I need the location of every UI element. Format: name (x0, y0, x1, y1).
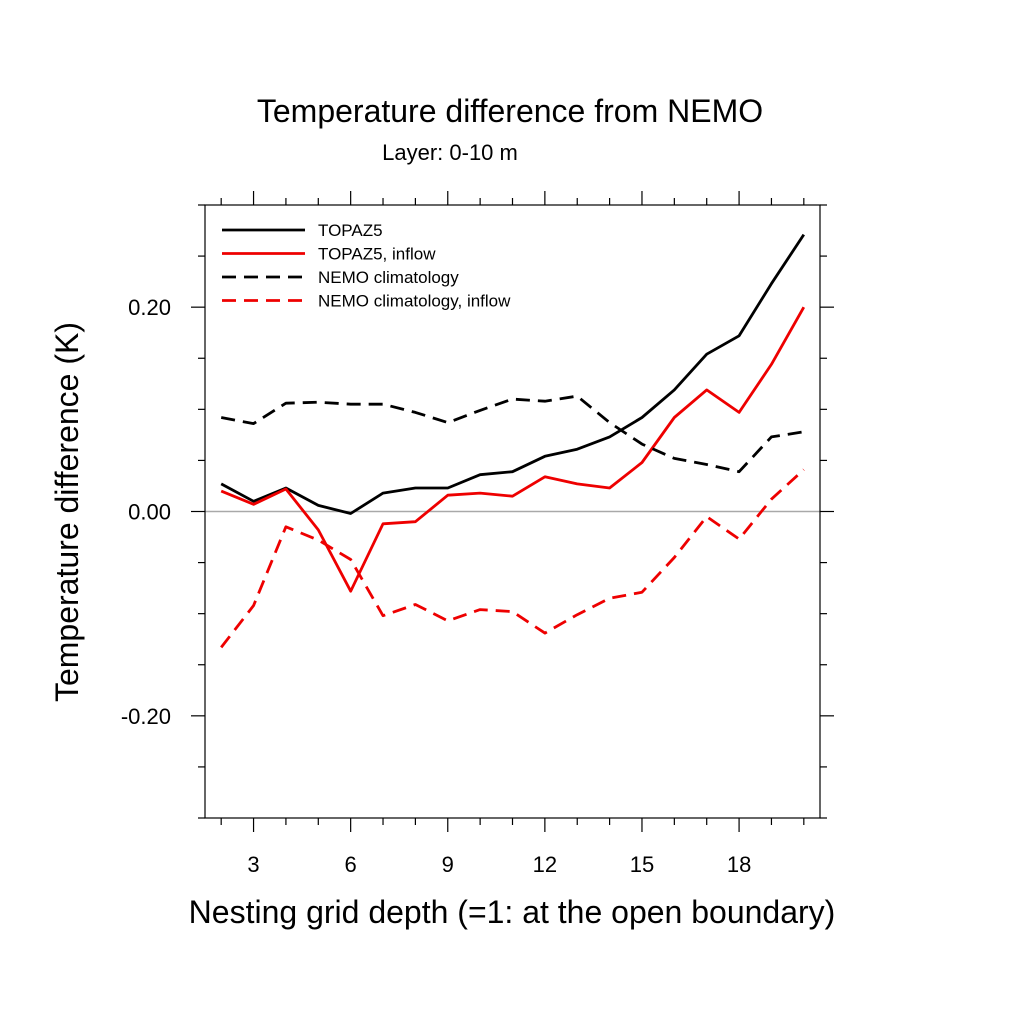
x-axis-label: Nesting grid depth (=1: at the open boun… (189, 894, 836, 930)
legend-label-3: NEMO climatology (318, 268, 459, 287)
x-tick-label: 3 (247, 852, 259, 877)
axis-ticks (191, 191, 834, 832)
y-axis-label: Temperature difference (K) (49, 322, 85, 702)
x-tick-label: 12 (533, 852, 557, 877)
series-line-3 (220, 394, 805, 474)
legend-label-2: TOPAZ5, inflow (318, 245, 436, 264)
chart-subtitle: Layer: 0-10 m (382, 140, 518, 165)
legend-label-1: TOPAZ5 (318, 221, 383, 240)
legend: TOPAZ5 TOPAZ5, inflow NEMO climatology NEMO… (222, 221, 511, 311)
y-tick-label: 0.00 (128, 500, 171, 525)
plot-frame (204, 204, 821, 819)
x-tick-label: 9 (442, 852, 454, 877)
x-tick-label: 15 (630, 852, 654, 877)
series-line-2 (220, 306, 806, 593)
y-tick-label: -0.20 (121, 704, 171, 729)
x-tick-label: 6 (345, 852, 357, 877)
y-tick-label: 0.20 (128, 295, 171, 320)
series-lines (220, 233, 806, 649)
series-line-1 (220, 233, 805, 515)
tick-labels: 3 6 9 12 15 18 0.20 0.00 -0.20 (121, 295, 751, 877)
legend-label-4: NEMO climatology, inflow (318, 292, 511, 311)
chart-title: Temperature difference from NEMO (257, 93, 763, 129)
x-tick-label: 18 (727, 852, 751, 877)
